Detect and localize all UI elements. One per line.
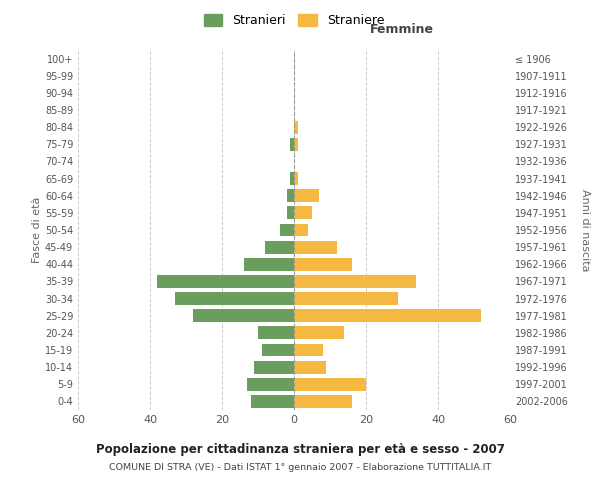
- Bar: [290, 138, 294, 150]
- Bar: [294, 258, 352, 270]
- Bar: [294, 360, 326, 374]
- Bar: [294, 120, 298, 134]
- Bar: [294, 190, 319, 202]
- Bar: [294, 326, 344, 340]
- Text: Popolazione per cittadinanza straniera per età e sesso - 2007: Popolazione per cittadinanza straniera p…: [95, 442, 505, 456]
- Bar: [294, 395, 352, 408]
- Bar: [193, 310, 294, 322]
- Text: Anni di nascita: Anni di nascita: [580, 188, 590, 271]
- Text: Femmine: Femmine: [370, 22, 434, 36]
- Bar: [294, 344, 323, 356]
- Bar: [287, 206, 294, 220]
- Bar: [251, 395, 294, 408]
- Bar: [175, 292, 294, 305]
- Bar: [287, 190, 294, 202]
- Bar: [258, 326, 294, 340]
- Bar: [280, 224, 294, 236]
- Bar: [262, 344, 294, 356]
- Bar: [247, 378, 294, 390]
- Bar: [265, 240, 294, 254]
- Bar: [294, 172, 298, 185]
- Bar: [294, 378, 366, 390]
- Bar: [157, 275, 294, 288]
- Bar: [294, 240, 337, 254]
- Y-axis label: Fasce di età: Fasce di età: [32, 197, 42, 263]
- Bar: [294, 310, 481, 322]
- Legend: Stranieri, Straniere: Stranieri, Straniere: [199, 8, 389, 32]
- Text: COMUNE DI STRA (VE) - Dati ISTAT 1° gennaio 2007 - Elaborazione TUTTITALIA.IT: COMUNE DI STRA (VE) - Dati ISTAT 1° genn…: [109, 462, 491, 471]
- Bar: [294, 292, 398, 305]
- Bar: [254, 360, 294, 374]
- Bar: [290, 172, 294, 185]
- Bar: [294, 224, 308, 236]
- Bar: [294, 138, 298, 150]
- Bar: [244, 258, 294, 270]
- Bar: [294, 275, 416, 288]
- Bar: [294, 206, 312, 220]
